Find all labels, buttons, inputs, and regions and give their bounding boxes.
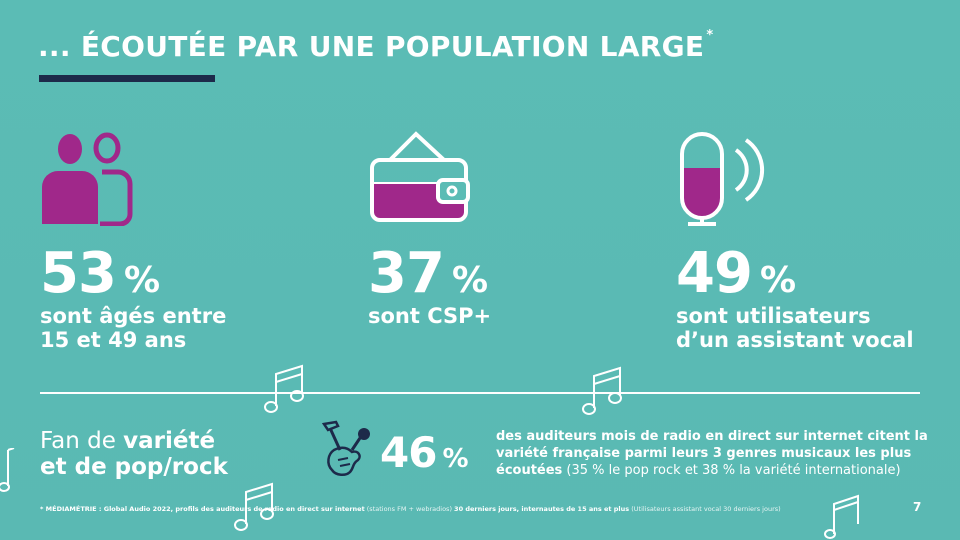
people-icon	[42, 132, 133, 226]
footnote-source: * MÉDIAMÉTRIE : Global Audio 2022, profi…	[40, 505, 781, 513]
page-title: ... ÉCOUTÉE PAR UNE POPULATION LARGE *	[38, 28, 714, 63]
music-note-icon	[824, 494, 859, 539]
divider-line	[40, 392, 920, 394]
stat-desc-variety: des auditeurs mois de radio en direct su…	[496, 429, 928, 478]
stat-value-variety: 46%	[380, 428, 469, 477]
guitar-icon	[321, 420, 370, 476]
stat-value-voice: 49%	[676, 241, 797, 306]
music-note-icon	[582, 366, 622, 415]
stat-value-csp: 37%	[368, 241, 489, 306]
stat-desc-csp: sont CSP+	[368, 304, 492, 328]
music-note-icon	[234, 482, 274, 531]
title-underline	[39, 75, 215, 82]
stat-desc-voice: sont utilisateurs d’un assistant vocal	[676, 304, 914, 352]
microphone-icon	[680, 132, 765, 226]
title-asterisk: *	[706, 28, 714, 43]
stat-value-age: 53%	[40, 241, 161, 306]
music-note-icon	[264, 364, 304, 413]
wallet-icon	[370, 131, 470, 222]
page-number: 7	[913, 500, 922, 514]
fan-label: Fan de variété et de pop/rock	[40, 428, 228, 480]
music-note-icon	[0, 448, 15, 492]
stat-desc-age: sont âgés entre 15 et 49 ans	[40, 304, 227, 352]
